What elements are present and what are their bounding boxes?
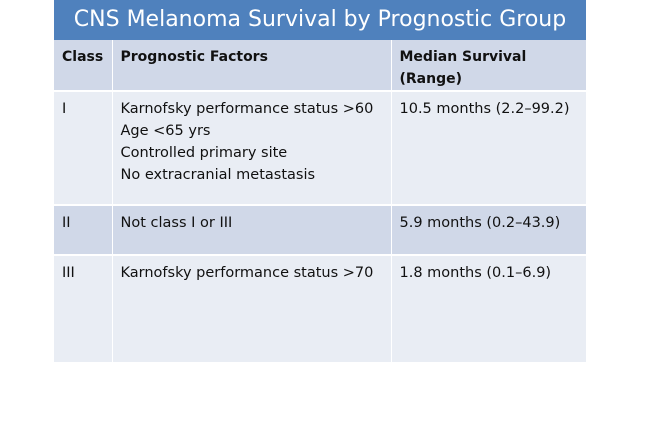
- table-row: II Not class I or III 5.9 months (0.2–43…: [54, 205, 586, 256]
- table-title: CNS Melanoma Survival by Prognostic Grou…: [54, 0, 586, 40]
- factor-item: Age <65 yrs: [120, 123, 211, 139]
- header-survival-line2: (Range): [399, 71, 463, 87]
- cell-survival: 1.8 months (0.1–6.9): [390, 255, 586, 362]
- factor-item: Karnofsky performance status >70: [120, 265, 374, 281]
- table-header-row: Class Prognostic Factors Median Survival…: [54, 40, 586, 92]
- factor-item: No extracranial metastasis: [120, 167, 316, 183]
- cell-factors: Karnofsky performance status >60 Age <65…: [111, 91, 391, 206]
- factor-item: Not class I or III: [120, 215, 233, 231]
- table-row: I Karnofsky performance status >60 Age <…: [54, 91, 586, 206]
- header-survival-line1: Median Survival: [399, 49, 527, 65]
- cell-survival: 5.9 months (0.2–43.9): [390, 205, 586, 256]
- factor-item: Controlled primary site: [120, 145, 288, 161]
- cell-factors: Karnofsky performance status >70: [111, 255, 391, 362]
- cell-factors: Not class I or III: [111, 205, 391, 256]
- header-median-survival: Median Survival (Range): [390, 40, 586, 92]
- cell-class: II: [54, 205, 112, 256]
- header-prognostic-factors: Prognostic Factors: [111, 40, 391, 92]
- factor-item: Karnofsky performance status >60: [120, 101, 374, 117]
- cell-class: I: [54, 91, 112, 206]
- cell-class: III: [62, 265, 75, 281]
- table-row: III Karnofsky performance status >70 1.8…: [54, 255, 586, 362]
- header-class: Class: [54, 40, 112, 92]
- cell-survival: 10.5 months (2.2–99.2): [390, 91, 586, 206]
- prognostic-table: Class Prognostic Factors Median Survival…: [54, 40, 586, 362]
